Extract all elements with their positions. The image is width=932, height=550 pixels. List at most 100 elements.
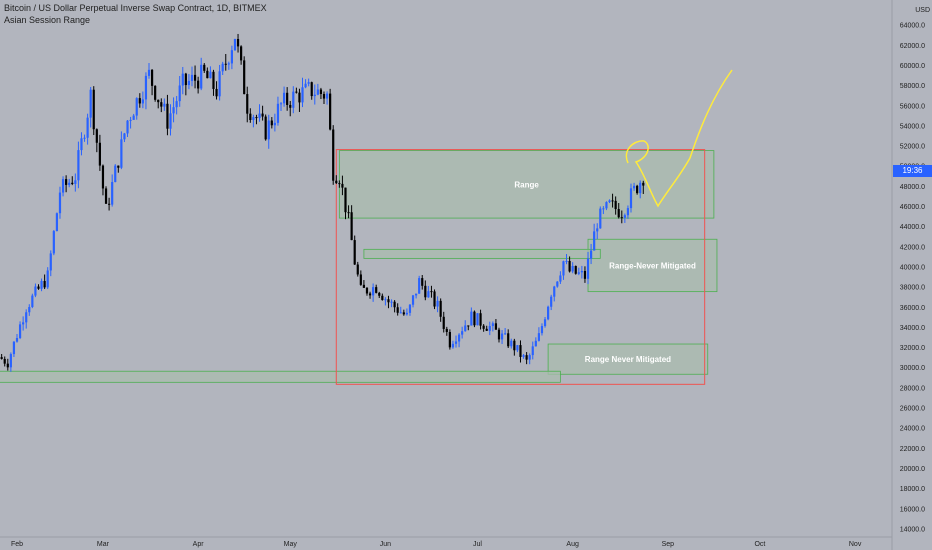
candle-body (442, 316, 445, 329)
candle-body (178, 85, 181, 102)
candle-body (599, 208, 602, 229)
candle-body (464, 325, 467, 332)
candle-body (289, 104, 292, 108)
candle-body (491, 323, 494, 327)
y-tick-label: 60000.0 (900, 63, 925, 70)
x-tick-label: Sep (662, 541, 675, 548)
candle-body (608, 200, 611, 203)
candle-body (249, 113, 252, 120)
candle-body (553, 286, 556, 297)
candle-body (200, 64, 203, 89)
candle-body (150, 69, 154, 86)
candle-body (310, 82, 313, 97)
candle-body (448, 331, 451, 348)
x-tick-label: Oct (754, 541, 765, 548)
y-tick-label: 48000.0 (900, 184, 925, 191)
candle-body (319, 89, 323, 95)
range-zone (338, 150, 715, 219)
candle-body (378, 292, 381, 296)
candle-body (387, 299, 390, 303)
candle-body (399, 312, 402, 314)
candle-body (329, 93, 332, 130)
candle-body (279, 103, 283, 105)
currency-label: USD (915, 7, 930, 14)
candle-body (488, 326, 491, 331)
y-tick-label: 18000.0 (900, 486, 925, 493)
x-tick-label: Mar (97, 541, 110, 548)
candle-body (243, 60, 246, 95)
zone-label: Range-Never Mitigated (609, 261, 696, 270)
x-tick-label: Aug (566, 541, 579, 548)
candle-body (169, 113, 172, 129)
candle-body (507, 333, 510, 347)
candle-body (540, 326, 544, 334)
candle-body (227, 63, 230, 65)
candle-body (626, 208, 630, 216)
candle-body (335, 180, 338, 184)
y-tick-label: 62000.0 (900, 43, 925, 50)
y-tick-label: 46000.0 (900, 204, 925, 211)
candle-body (135, 98, 138, 116)
time-axis[interactable]: Feb Mar Apr May Jun Jul Aug Sep Oct Nov (11, 541, 862, 548)
candle-body (353, 240, 356, 265)
candle-body (25, 312, 28, 323)
candle-body (457, 334, 461, 342)
y-tick-label: 40000.0 (900, 264, 925, 271)
candle-body (86, 117, 89, 138)
candle-body (322, 94, 326, 99)
y-tick-label: 28000.0 (900, 385, 925, 392)
candle-body (193, 74, 197, 81)
candle-body (117, 165, 120, 168)
candle-body (583, 270, 587, 279)
candle-body (368, 293, 372, 296)
candle-body (9, 354, 12, 368)
candle-body (252, 117, 255, 120)
candle-body (22, 322, 25, 325)
indicator-label[interactable]: Asian Session Range (4, 15, 91, 25)
candle-body (596, 228, 599, 232)
candle-body (18, 324, 22, 339)
candle-body (313, 94, 316, 97)
candle-body (101, 165, 105, 189)
candle-body (46, 270, 49, 288)
range-zone (363, 248, 601, 259)
candle-body (52, 231, 55, 254)
candle-body (381, 295, 384, 300)
candle-body (522, 355, 525, 357)
candle-body (144, 75, 148, 100)
candle-body (415, 293, 418, 296)
candle-body (111, 182, 114, 205)
candle-body (620, 217, 623, 219)
candle-body (461, 331, 464, 335)
candle-body (114, 165, 117, 183)
candle-body (402, 312, 405, 315)
candle-body (485, 328, 488, 331)
y-tick-label: 38000.0 (900, 285, 925, 292)
x-tick-label: Nov (849, 541, 862, 548)
candle-body (439, 300, 442, 317)
candle-body (108, 203, 111, 205)
candle-body (362, 284, 366, 288)
y-tick-label: 34000.0 (900, 325, 925, 332)
candle-body (454, 341, 458, 344)
candles (0, 33, 645, 372)
chart-title[interactable]: Bitcoin / US Dollar Perpetual Inverse Sw… (4, 3, 267, 13)
y-tick-label: 32000.0 (900, 345, 925, 352)
candle-body (206, 70, 209, 79)
candle-body (405, 312, 408, 315)
candle-body (467, 325, 470, 327)
range-box-outline (335, 149, 706, 385)
candle-body (157, 99, 160, 103)
candle-body (519, 345, 522, 357)
candle-body (77, 150, 80, 181)
candle-body (332, 129, 335, 181)
candle-body (58, 192, 62, 214)
candle-body (215, 88, 218, 97)
candle-body (190, 74, 194, 81)
candle-body (187, 80, 191, 86)
candle-body (221, 63, 224, 72)
candle-body (68, 182, 71, 185)
candle-body (571, 265, 574, 272)
candle-body (92, 89, 95, 130)
